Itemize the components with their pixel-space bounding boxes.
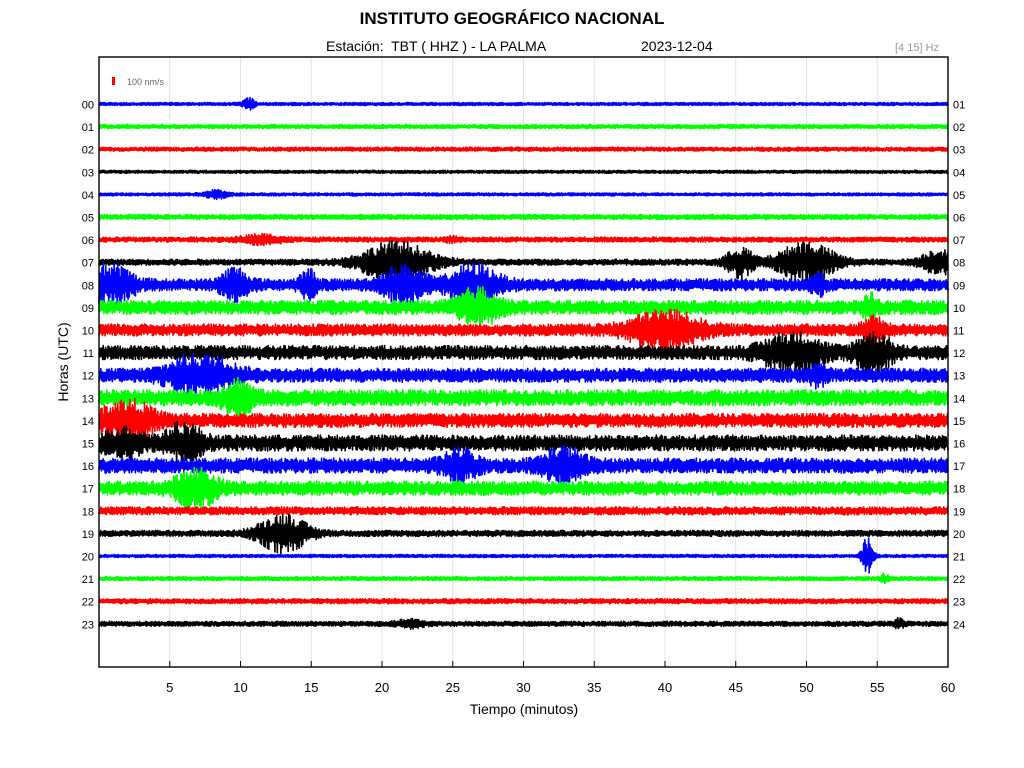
trace-hour-08 bbox=[98, 262, 949, 307]
trace-hour-21 bbox=[98, 572, 949, 585]
grid-lines bbox=[169, 57, 878, 667]
hour-label-left: 20 bbox=[82, 552, 94, 564]
hour-label-right: 05 bbox=[953, 190, 965, 202]
hour-label-right: 22 bbox=[953, 574, 965, 586]
hour-label-left: 05 bbox=[82, 213, 94, 225]
trace-hour-12 bbox=[98, 352, 949, 398]
hour-label-left: 13 bbox=[82, 393, 94, 405]
hour-labels-right: 01 02 03 04 05 06 07 08 09 10 11 12 13 14 15 16 17 18 19 20… bbox=[953, 100, 965, 632]
x-axis-ticks: 5 10 15 20 25 30 35 40 45 50 55 60 bbox=[166, 661, 955, 695]
trace-hour-16 bbox=[98, 444, 949, 488]
hour-label-left: 04 bbox=[82, 190, 94, 202]
trace-hour-11 bbox=[98, 330, 949, 376]
frequency-band-label: [4 15] Hz bbox=[895, 42, 940, 54]
trace-hour-14 bbox=[98, 397, 949, 442]
hour-label-right: 02 bbox=[953, 122, 965, 134]
hour-label-left: 11 bbox=[83, 348, 94, 360]
hour-label-right: 10 bbox=[953, 303, 965, 315]
trace-hour-19 bbox=[98, 513, 949, 555]
x-tick-label: 30 bbox=[516, 680, 530, 695]
hour-labels-left: 00 01 02 03 04 05 06 07 08 09 10 11 12 13 14 15 16 17 18 19… bbox=[82, 100, 94, 632]
hour-label-right: 20 bbox=[953, 529, 965, 541]
hour-label-left: 12 bbox=[82, 371, 94, 383]
station-label: Estación: TBT ( HHZ ) - LA PALMA bbox=[326, 38, 547, 54]
trace-hour-18 bbox=[98, 505, 949, 516]
trace-hour-13 bbox=[98, 376, 949, 419]
scale-bar bbox=[112, 77, 115, 85]
hour-label-right: 04 bbox=[953, 167, 965, 179]
hour-label-left: 21 bbox=[82, 574, 94, 586]
hour-label-right: 19 bbox=[953, 506, 965, 518]
hour-label-left: 09 bbox=[82, 303, 94, 315]
x-tick-label: 15 bbox=[304, 680, 318, 695]
hour-label-left: 14 bbox=[82, 416, 94, 428]
scale-label: 100 nm/s bbox=[127, 77, 165, 87]
chart-title: INSTITUTO GEOGRÁFICO NACIONAL bbox=[359, 9, 665, 28]
x-tick-label: 60 bbox=[941, 680, 955, 695]
trace-hour-00 bbox=[98, 96, 949, 111]
hour-label-left: 18 bbox=[82, 506, 94, 518]
trace-hour-02 bbox=[98, 146, 949, 152]
hour-label-right: 01 bbox=[953, 100, 965, 112]
date-label: 2023-12-04 bbox=[641, 38, 713, 54]
hour-label-left: 23 bbox=[82, 619, 94, 631]
trace-hour-15 bbox=[98, 420, 949, 466]
hour-label-right: 13 bbox=[953, 371, 965, 383]
trace-hour-23 bbox=[98, 616, 949, 631]
hour-label-right: 07 bbox=[953, 235, 965, 247]
x-tick-label: 10 bbox=[233, 680, 247, 695]
hour-label-left: 06 bbox=[82, 235, 94, 247]
trace-hour-01 bbox=[98, 123, 949, 130]
x-tick-label: 25 bbox=[446, 680, 460, 695]
hour-label-right: 03 bbox=[953, 145, 965, 157]
hour-label-right: 08 bbox=[953, 258, 965, 270]
trace-hour-04 bbox=[98, 188, 949, 201]
hour-label-right: 11 bbox=[953, 326, 964, 338]
hour-label-right: 15 bbox=[953, 416, 965, 428]
trace-hour-05 bbox=[98, 213, 949, 221]
trace-hour-09 bbox=[98, 285, 949, 328]
seismogram-traces bbox=[98, 96, 949, 631]
x-axis-label: Tiempo (minutos) bbox=[470, 701, 578, 717]
hour-label-left: 08 bbox=[82, 280, 94, 292]
x-tick-label: 50 bbox=[799, 680, 813, 695]
trace-hour-03 bbox=[98, 169, 949, 175]
hour-label-right: 06 bbox=[953, 213, 965, 225]
hour-label-left: 10 bbox=[82, 326, 94, 338]
x-tick-label: 5 bbox=[166, 680, 173, 695]
hour-label-right: 24 bbox=[953, 619, 965, 631]
plot-frame bbox=[98, 56, 949, 668]
hour-label-left: 16 bbox=[82, 461, 94, 473]
x-tick-label: 55 bbox=[870, 680, 884, 695]
hour-label-right: 18 bbox=[953, 484, 965, 496]
hour-label-left: 02 bbox=[82, 145, 94, 157]
trace-hour-06 bbox=[98, 232, 949, 247]
trace-hour-07 bbox=[98, 239, 949, 285]
hour-label-left: 00 bbox=[82, 100, 94, 112]
trace-hour-10 bbox=[98, 308, 949, 353]
hour-label-left: 15 bbox=[82, 439, 94, 451]
hour-label-right: 23 bbox=[953, 597, 965, 609]
trace-hour-17 bbox=[98, 466, 949, 512]
hour-label-right: 21 bbox=[953, 552, 965, 564]
y-axis-label: Horas (UTC) bbox=[55, 322, 71, 401]
hour-label-right: 14 bbox=[953, 393, 965, 405]
x-tick-label: 35 bbox=[587, 680, 601, 695]
hour-label-left: 03 bbox=[82, 167, 94, 179]
hour-label-right: 09 bbox=[953, 280, 965, 292]
hour-label-left: 22 bbox=[82, 597, 94, 609]
trace-hour-22 bbox=[98, 597, 949, 605]
hour-label-right: 16 bbox=[953, 439, 965, 451]
x-tick-label: 40 bbox=[658, 680, 672, 695]
hour-label-left: 17 bbox=[82, 484, 94, 496]
hour-label-right: 17 bbox=[953, 461, 965, 473]
x-tick-label: 45 bbox=[729, 680, 743, 695]
x-tick-label: 20 bbox=[375, 680, 389, 695]
hour-label-left: 01 bbox=[82, 122, 94, 134]
hour-label-left: 07 bbox=[82, 258, 94, 270]
hour-label-left: 19 bbox=[82, 529, 94, 541]
hour-label-right: 12 bbox=[953, 348, 965, 360]
trace-hour-20 bbox=[98, 537, 949, 574]
